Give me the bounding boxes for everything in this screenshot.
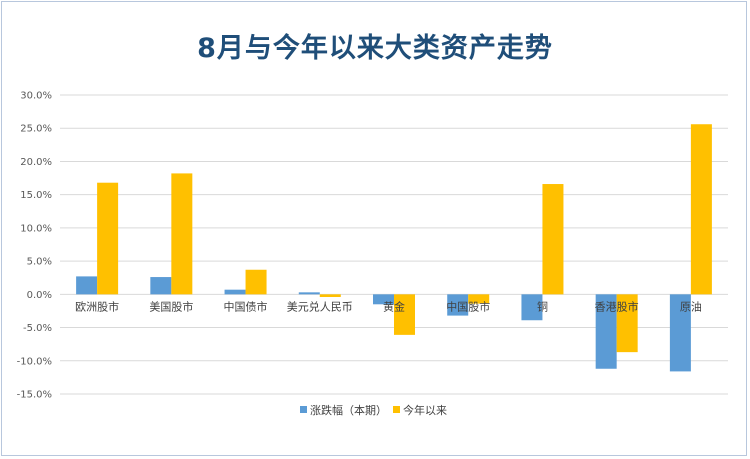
bar-current bbox=[521, 294, 543, 321]
bar-current bbox=[373, 294, 394, 305]
bar-ytd bbox=[394, 294, 415, 335]
bar-ytd bbox=[171, 173, 193, 295]
bar-ytd bbox=[542, 184, 564, 295]
bar-current bbox=[447, 294, 469, 316]
category-label: 香港股市 bbox=[595, 299, 639, 313]
y-tick-label: -15.0% bbox=[17, 390, 52, 401]
y-tick-label: -5.0% bbox=[23, 323, 52, 334]
bar-current bbox=[224, 289, 246, 295]
bar-ytd bbox=[319, 294, 341, 297]
legend-swatch bbox=[300, 406, 307, 413]
category-label: 铜 bbox=[537, 299, 548, 313]
y-tick-label: -10.0% bbox=[17, 356, 52, 367]
bar-current bbox=[76, 276, 98, 295]
y-tick-label: 0.0% bbox=[27, 290, 52, 301]
category-label: 美元兑人民币 bbox=[287, 299, 353, 313]
y-tick-label: 15.0% bbox=[20, 190, 52, 201]
bar-ytd bbox=[616, 294, 638, 353]
legend-label: 涨跌幅（本期） bbox=[310, 403, 387, 417]
legend-swatch bbox=[393, 406, 400, 413]
category-label: 黄金 bbox=[383, 299, 405, 313]
legend-label: 今年以来 bbox=[403, 403, 447, 417]
bar-ytd bbox=[468, 294, 490, 304]
bar-ytd bbox=[690, 124, 712, 295]
y-tick-label: 25.0% bbox=[20, 124, 52, 135]
y-tick-label: 30.0% bbox=[20, 91, 52, 102]
bar-current bbox=[595, 294, 617, 369]
category-label: 中国股市 bbox=[446, 299, 490, 313]
bar-ytd bbox=[245, 269, 267, 295]
category-label: 欧洲股市 bbox=[75, 299, 119, 313]
bar-current bbox=[669, 294, 691, 372]
y-tick-label: 5.0% bbox=[27, 257, 52, 268]
bar-current bbox=[298, 292, 320, 295]
bar-ytd bbox=[97, 182, 119, 295]
chart-title: 8月与今年以来大类资产走势 bbox=[197, 33, 553, 64]
y-tick-label: 20.0% bbox=[20, 157, 52, 168]
bar-current bbox=[150, 277, 172, 295]
y-tick-label: 10.0% bbox=[20, 223, 52, 234]
category-label: 中国债市 bbox=[224, 299, 268, 313]
category-label: 原油 bbox=[680, 299, 702, 313]
category-label: 美国股市 bbox=[149, 299, 193, 313]
